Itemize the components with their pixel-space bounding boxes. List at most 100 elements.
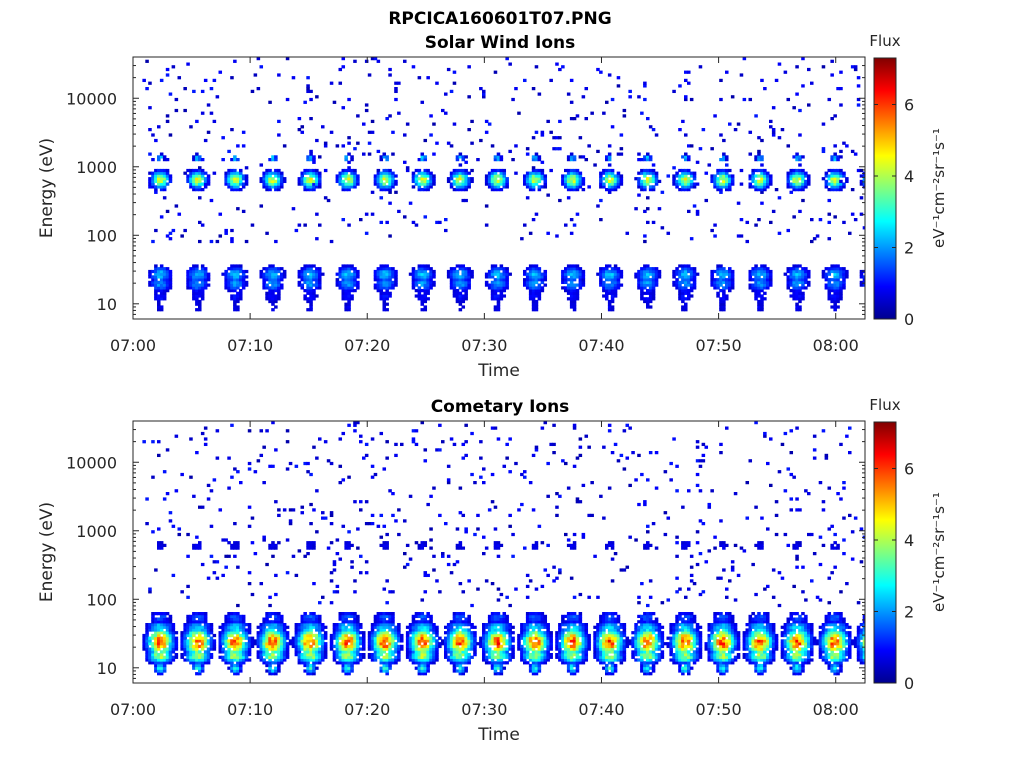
heatmap-cell: [713, 182, 717, 186]
heatmap-cell: [353, 267, 357, 271]
heatmap-cell: [549, 168, 553, 173]
heatmap-cell: [288, 461, 293, 466]
heatmap-cell: [186, 658, 190, 662]
heatmap-cell: [312, 294, 316, 298]
heatmap-cell: [681, 291, 685, 295]
heatmap-cell: [859, 280, 864, 285]
heatmap-cell: [566, 92, 571, 96]
heatmap-cell: [162, 647, 167, 651]
heatmap-cell: [186, 614, 190, 619]
heatmap-cell: [411, 283, 416, 287]
heatmap-cell: [356, 275, 360, 279]
heatmap-cell: [218, 655, 223, 659]
heatmap-cell: [455, 188, 460, 192]
heatmap-cell: [610, 97, 615, 102]
heatmap-cell: [408, 494, 413, 498]
heatmap-cell: [382, 280, 387, 285]
heatmap-cell: [294, 639, 299, 643]
heatmap-cell: [294, 644, 299, 649]
heatmap-cell: [719, 168, 723, 173]
heatmap-cell: [382, 294, 387, 298]
heatmap-cell: [458, 155, 463, 159]
heatmap-cell: [312, 160, 316, 164]
heatmap-cell: [388, 636, 392, 640]
heatmap-cell: [233, 614, 237, 619]
heatmap-cell: [315, 283, 319, 287]
heatmap-cell: [637, 152, 641, 156]
heatmap-cell: [183, 653, 187, 657]
heatmap-cell: [259, 275, 264, 279]
heatmap-cell: [654, 267, 659, 271]
heatmap-cell: [678, 297, 682, 301]
heatmap-cell: [760, 267, 764, 271]
heatmap-cell: [795, 152, 799, 156]
heatmap-cell: [842, 280, 846, 285]
heatmap-cell: [414, 442, 419, 447]
heatmap-cell: [578, 267, 583, 271]
heatmap-cell: [145, 636, 149, 640]
heatmap-cell: [411, 174, 416, 178]
heatmap-cell: [824, 278, 829, 282]
heatmap-cell: [414, 620, 419, 624]
heatmap-cell: [195, 185, 199, 189]
heatmap-cell: [239, 171, 243, 175]
heatmap-cell: [159, 267, 164, 271]
heatmap-cell: [221, 633, 225, 638]
heatmap-cell: [306, 653, 310, 657]
heatmap-cell: [200, 291, 205, 295]
heatmap-cell: [648, 294, 653, 298]
heatmap-cell: [148, 177, 152, 181]
heatmap-cell: [798, 158, 802, 162]
heatmap-cell: [648, 280, 653, 285]
heatmap-cell: [259, 65, 264, 69]
heatmap-cell: [373, 269, 378, 274]
heatmap-cell: [151, 658, 155, 662]
heatmap-cell: [651, 179, 656, 184]
y-tick-label: 100: [86, 226, 117, 245]
heatmap-cell: [397, 653, 401, 657]
heatmap-cell: [397, 631, 401, 635]
heatmap-cell: [221, 658, 225, 662]
heatmap-cell: [804, 272, 808, 276]
heatmap-cell: [356, 633, 360, 638]
heatmap-cell: [168, 661, 173, 665]
heatmap-cell: [651, 171, 656, 175]
heatmap-cell: [341, 628, 346, 632]
heatmap-cell: [159, 620, 164, 624]
heatmap-cell: [866, 264, 870, 267]
heatmap-cell: [189, 625, 193, 629]
heatmap-cell: [675, 269, 679, 274]
heatmap-cell: [382, 633, 387, 638]
heatmap-cell: [227, 168, 231, 173]
heatmap-cell: [353, 658, 357, 662]
heatmap-cell: [224, 639, 228, 643]
heatmap-cell: [209, 636, 214, 640]
heatmap-cell: [379, 669, 384, 673]
heatmap-cell: [616, 283, 621, 287]
heatmap-cell: [640, 188, 644, 192]
heatmap-cell: [564, 289, 568, 293]
heatmap-cell: [728, 188, 732, 192]
heatmap-cell: [236, 283, 240, 287]
heatmap-cell: [426, 278, 430, 282]
heatmap-cell: [382, 631, 387, 635]
heatmap-cell: [684, 308, 688, 312]
heatmap-cell: [239, 661, 243, 665]
heatmap-cell: [493, 297, 498, 301]
heatmap-cell: [315, 661, 319, 665]
heatmap-cell: [323, 655, 328, 659]
heatmap-cell: [643, 171, 647, 175]
heatmap-cell: [236, 272, 240, 276]
heatmap-cell: [268, 177, 272, 181]
heatmap-cell: [159, 188, 164, 192]
heatmap-cell: [186, 278, 190, 282]
heatmap-cell: [414, 650, 419, 654]
heatmap-cell: [274, 633, 278, 638]
heatmap-cell: [388, 267, 392, 271]
heatmap-cell: [212, 647, 217, 651]
heatmap-cell: [294, 623, 299, 627]
heatmap-cell: [438, 220, 442, 225]
heatmap-cell: [171, 228, 176, 233]
heatmap-cell: [490, 289, 495, 293]
